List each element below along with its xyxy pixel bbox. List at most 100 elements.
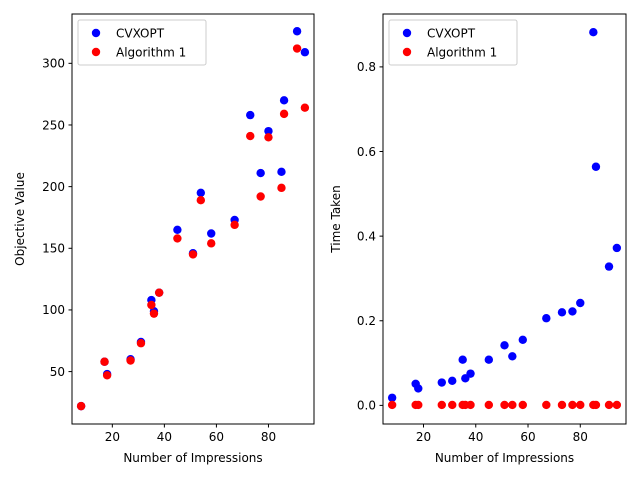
right-chart-point-algorithm-1-10	[508, 400, 517, 410]
left-chart-point-cvxopt-10	[196, 188, 206, 197]
right-chart-point-algorithm-1-11	[518, 400, 527, 410]
right-chart-x-axis-label: Number of Impressions	[435, 451, 574, 465]
right-chart-point-cvxopt-15	[576, 298, 585, 308]
left-chart-point-algorithm-1-11	[207, 239, 216, 248]
left-chart-x-ticks: 20 40 60 80	[105, 424, 276, 444]
left-chart-point-algorithm-1-2	[102, 371, 112, 380]
right-chart-point-algorithm-1-2	[414, 400, 423, 410]
left-chart-x-tick-label: 40	[157, 430, 172, 444]
left-chart-y-tick-label: 50	[50, 365, 65, 379]
left-chart-x-axis-label: Number of Impressions	[123, 451, 262, 465]
right-chart-point-cvxopt-8	[484, 355, 494, 364]
left-chart-point-cvxopt-15	[264, 126, 273, 136]
right-chart-point-algorithm-1-8	[484, 400, 494, 410]
right-chart-legend-marker-algorithm-1	[402, 47, 412, 57]
left-chart-y-tick-label: 250	[42, 118, 65, 132]
left-chart-y-axis-label: Objective Value	[13, 172, 27, 266]
left-chart-point-algorithm-1-13	[246, 131, 255, 141]
left-chart-point-algorithm-1-0	[76, 401, 86, 411]
left-chart-y-tick-label: 150	[42, 242, 65, 256]
right-chart-point-algorithm-1-17	[591, 400, 601, 410]
right-chart-point-algorithm-1-18	[604, 400, 614, 410]
left-chart-point-cvxopt-16	[277, 167, 286, 177]
right-chart-y-tick-label: 0.6	[357, 145, 376, 159]
right-chart-panel: 20 40 60 80 0.0 0.2 0.4 0.6 0.8 Number of Impre…	[329, 13, 627, 465]
right-chart-y-tick-label: 0.4	[357, 229, 376, 243]
right-chart-point-algorithm-1-3	[437, 400, 446, 410]
left-chart-point-algorithm-1-4	[136, 339, 146, 348]
right-chart-legend-label-algorithm-1: Algorithm 1	[427, 45, 497, 59]
right-chart-point-cvxopt-0	[387, 393, 397, 402]
left-chart-legend-marker-algorithm-1	[91, 47, 101, 57]
right-chart-point-cvxopt-16	[589, 27, 598, 37]
right-chart-point-cvxopt-13	[557, 308, 567, 317]
right-chart-markers	[387, 27, 622, 410]
left-chart-point-algorithm-1-14	[256, 192, 265, 201]
left-chart-y-tick-label: 300	[42, 57, 65, 71]
right-chart-point-cvxopt-11	[518, 335, 527, 344]
right-chart-point-cvxopt-3	[437, 378, 446, 387]
left-chart-point-algorithm-1-1	[100, 357, 109, 366]
left-chart-point-algorithm-1-5	[147, 300, 156, 310]
right-chart-point-algorithm-1-19	[612, 400, 622, 410]
left-chart-point-cvxopt-19	[300, 48, 310, 57]
right-chart-point-cvxopt-12	[542, 314, 551, 323]
right-chart-x-tick-label: 60	[520, 430, 535, 444]
left-chart-point-cvxopt-11	[207, 229, 216, 238]
right-chart-point-cvxopt-9	[500, 341, 509, 350]
right-chart-legend-label-cvxopt: CVXOPT	[427, 26, 476, 40]
right-chart-point-algorithm-1-12	[542, 400, 551, 410]
left-chart-markers	[76, 27, 310, 411]
right-chart-legend-box	[388, 19, 518, 66]
right-chart-point-algorithm-1-13	[557, 400, 567, 410]
right-chart-point-algorithm-1-9	[500, 400, 509, 410]
left-chart-point-cvxopt-18	[292, 27, 302, 36]
left-chart-point-cvxopt-8	[173, 225, 182, 234]
left-chart-legend: CVXOPT Algorithm 1	[77, 19, 207, 66]
right-chart-point-algorithm-1-0	[387, 400, 397, 410]
left-chart-x-tick-label: 80	[261, 430, 276, 444]
right-chart-y-tick-label: 0.0	[357, 399, 376, 413]
right-chart-x-tick-label: 40	[468, 430, 483, 444]
left-chart-point-cvxopt-13	[246, 110, 255, 120]
right-chart-legend-marker-cvxopt	[402, 28, 412, 38]
right-chart-y-ticks: 0.0 0.2 0.4 0.6 0.8	[357, 60, 383, 413]
left-chart-point-algorithm-1-10	[196, 196, 206, 205]
left-chart-point-cvxopt-14	[256, 168, 265, 178]
left-chart-point-algorithm-1-6	[149, 309, 159, 318]
left-chart-point-algorithm-1-12	[230, 220, 239, 230]
right-chart-point-algorithm-1-7	[466, 400, 475, 410]
left-chart-legend-label-algorithm-1: Algorithm 1	[116, 45, 186, 59]
right-chart-y-axis-label: Time Taken	[329, 185, 343, 253]
right-chart-point-cvxopt-17	[591, 162, 601, 171]
right-chart-x-tick-label: 20	[416, 430, 431, 444]
right-chart-point-cvxopt-19	[612, 243, 622, 253]
right-chart-point-cvxopt-5	[458, 355, 467, 364]
left-chart-x-tick-label: 60	[209, 430, 224, 444]
right-chart-legend: CVXOPT Algorithm 1	[388, 19, 518, 66]
right-chart-point-algorithm-1-4	[448, 400, 457, 410]
left-chart-point-algorithm-1-8	[173, 234, 182, 243]
left-chart-point-algorithm-1-16	[277, 183, 286, 193]
right-chart-axes-frame	[382, 13, 627, 425]
right-chart-y-tick-label: 0.2	[357, 314, 376, 328]
right-chart-x-tick-label: 80	[573, 430, 588, 444]
right-chart-point-cvxopt-14	[568, 307, 577, 316]
left-chart-point-algorithm-1-18	[292, 44, 302, 53]
left-chart-point-algorithm-1-17	[279, 109, 289, 119]
right-chart-point-cvxopt-4	[448, 376, 457, 386]
left-chart-point-algorithm-1-15	[264, 133, 273, 142]
right-chart-y-tick-label: 0.8	[357, 60, 376, 74]
left-chart-y-tick-label: 200	[42, 180, 65, 194]
left-chart-point-algorithm-1-7	[154, 288, 164, 297]
left-chart-y-ticks: 50 100 150 200 250 300	[42, 57, 72, 379]
left-chart-legend-marker-cvxopt	[91, 28, 101, 38]
left-chart-y-tick-label: 100	[42, 303, 65, 317]
right-chart-point-algorithm-1-14	[568, 400, 577, 410]
left-chart-point-algorithm-1-9	[188, 250, 198, 259]
left-chart-point-cvxopt-17	[279, 96, 289, 105]
left-chart-legend-label-cvxopt: CVXOPT	[116, 26, 165, 40]
left-chart-point-algorithm-1-19	[300, 103, 310, 112]
right-chart-point-cvxopt-10	[508, 352, 517, 361]
